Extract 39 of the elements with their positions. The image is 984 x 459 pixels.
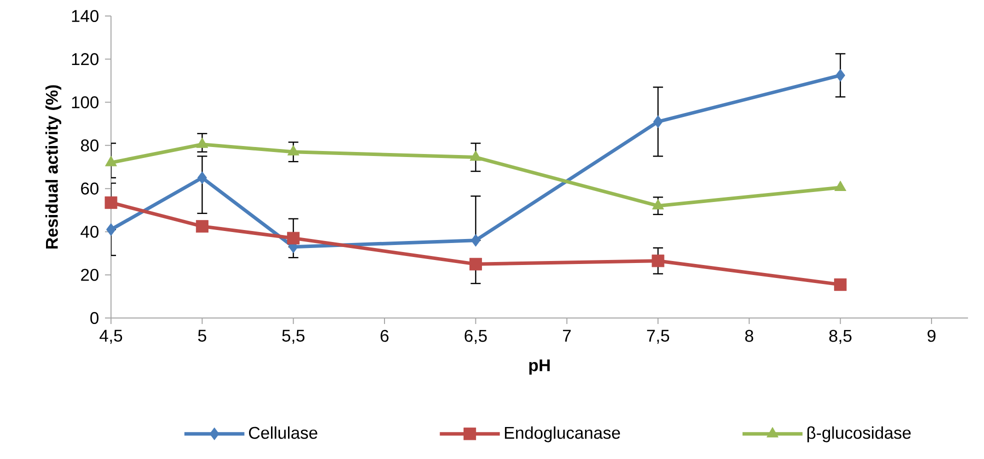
point — [197, 172, 207, 184]
x-tick-label: 4,5 — [100, 330, 122, 344]
x-tick-label: 7,5 — [647, 330, 670, 344]
point — [470, 234, 480, 247]
x-tick-label: 5,5 — [282, 330, 304, 344]
point — [834, 278, 847, 291]
point — [653, 115, 663, 128]
legend-label: β-glucosidase — [807, 426, 911, 442]
x-tick-label: 8 — [745, 330, 754, 342]
legend-label: Endoglucanase — [504, 426, 620, 442]
y-tick-label: 0 — [90, 312, 98, 324]
x-tick-label: 5 — [198, 330, 206, 342]
y-tick-label: 20 — [81, 268, 98, 281]
point — [105, 156, 117, 166]
point — [287, 232, 300, 244]
point — [836, 69, 846, 82]
point — [652, 254, 664, 268]
y-tick-label: 140 — [72, 10, 98, 22]
x-tick-label: 7 — [563, 330, 571, 342]
y-tick-label: 120 — [72, 53, 98, 66]
point — [287, 145, 300, 156]
x-tick-label: 6 — [380, 330, 388, 342]
point — [470, 150, 482, 161]
point — [196, 220, 208, 233]
point — [834, 180, 846, 191]
y-tick-label: 40 — [80, 226, 98, 238]
x-axis-title: pH — [529, 359, 550, 375]
y-tick-label: 80 — [80, 139, 98, 152]
point — [469, 258, 482, 270]
point — [104, 196, 118, 209]
y-tick-label: 60 — [81, 182, 98, 195]
x-tick-label: 6,5 — [464, 330, 487, 344]
point — [196, 138, 208, 148]
point — [106, 223, 116, 236]
y-tick-label: 100 — [72, 96, 98, 108]
y-axis-title: Residual activity (%) — [45, 85, 62, 249]
x-tick-label: 9 — [928, 330, 936, 342]
x-tick-label: 8,5 — [829, 330, 852, 344]
legend-label: Cellulase — [249, 426, 318, 439]
